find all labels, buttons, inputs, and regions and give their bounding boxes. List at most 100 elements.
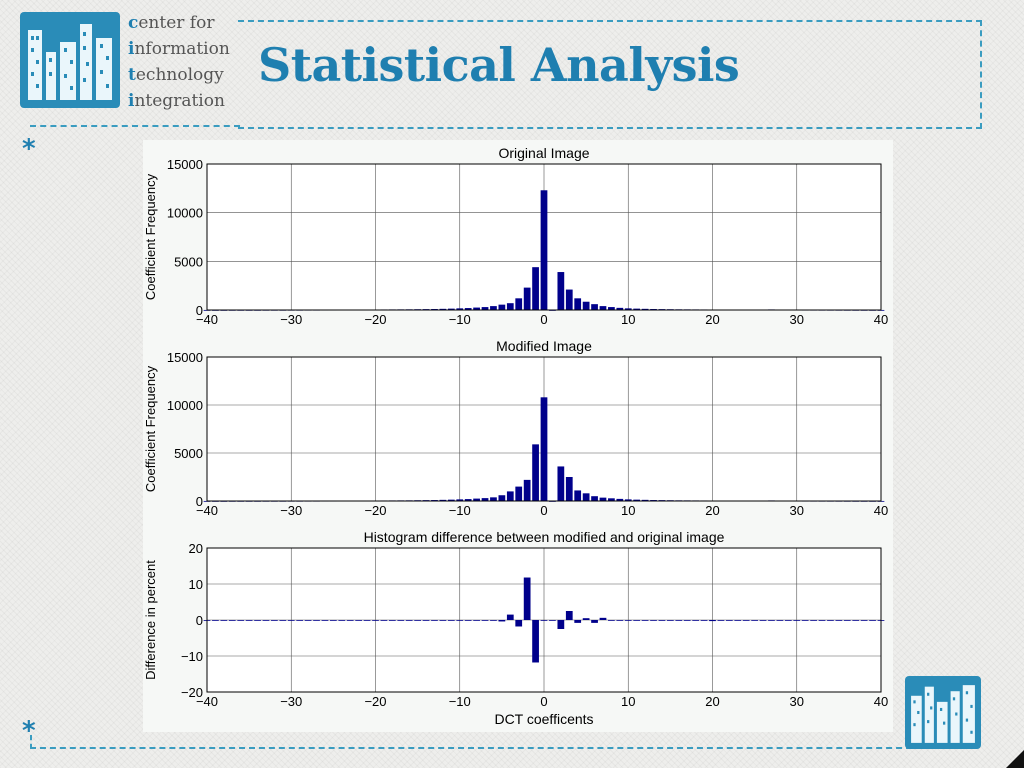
x-tick-label: 20 [705,694,719,709]
histogram-bar [464,620,472,621]
y-tick-label: 5000 [174,254,203,269]
histogram-bar [254,620,261,621]
subplot-title: Histogram difference between modified an… [364,529,725,545]
histogram-bar [523,479,531,501]
histogram-bar [481,620,489,621]
histogram-bar [784,620,792,621]
city-buildings-logo-icon [20,12,120,108]
histogram-bar [338,620,346,621]
histogram-bar [304,620,312,621]
y-tick-label: 10000 [167,206,203,221]
histogram-bar [591,620,598,623]
histogram-figure: −40 −30 −20 −10 0 10 20 30 40050001000015000Orig… [143,140,893,732]
histogram-bar [599,497,607,501]
histogram-bar [852,620,860,621]
histogram-bar [464,308,472,310]
x-tick-label: 20 [705,503,719,518]
histogram-bar [481,498,489,501]
histogram-bar [591,496,598,501]
histogram-bar [633,499,641,501]
subplot-title: Original Image [498,145,589,161]
histogram-bar [228,620,236,621]
y-tick-label: 15000 [167,157,203,172]
histogram-bar [751,620,758,621]
content-frame-bottom [30,735,912,749]
y-tick-label: 5000 [174,446,203,461]
x-tick-label: 30 [790,503,804,518]
histogram-bar [498,495,506,501]
histogram-bar [523,287,531,310]
y-tick-label: 15000 [167,350,203,365]
x-tick-label: 0 [540,694,547,709]
histogram-bar [498,304,506,310]
x-tick-label: −30 [280,312,302,327]
histogram-bar [456,308,464,310]
histogram-bar [565,289,573,310]
x-tick-label: 40 [874,694,888,709]
histogram-bar [565,611,573,620]
organization-name: center for information technology integr… [128,10,230,114]
x-tick-label: 10 [621,312,635,327]
histogram-bar [245,620,253,621]
org-line-4: integration [128,91,225,111]
histogram-bar [414,620,421,621]
x-axis-label: DCT coefficents [494,711,593,727]
histogram-bar [768,620,775,621]
histogram-bar [869,620,876,621]
histogram-bar [667,620,674,621]
y-tick-label: −20 [181,685,203,700]
histogram-bar [557,466,565,501]
histogram-bar [633,308,641,310]
histogram-bar [473,498,480,501]
histogram-bar [439,499,447,501]
histogram-bar [759,620,767,621]
y-tick-label: 0 [196,494,203,509]
histogram-bar [464,499,472,501]
y-axis-label: Coefficient Frequency [143,173,158,300]
histogram-bar [860,620,868,621]
histogram-bar [650,620,657,621]
histogram-bar [683,620,691,621]
histogram-bar [540,190,548,310]
histogram-bar [641,620,649,621]
histogram-bar [515,298,523,310]
histogram-bar [675,620,683,621]
y-tick-label: 10 [189,577,203,592]
y-tick-label: 0 [196,303,203,318]
bullet-star-icon: * [22,134,36,164]
histogram-bar [608,498,615,501]
histogram-bar [447,308,455,310]
histogram-bar [506,614,514,620]
histogram-bar [827,620,834,621]
histogram-bar [582,301,590,310]
histogram-bar [490,306,497,310]
histogram-bar [599,617,607,620]
x-tick-label: −40 [196,503,218,518]
histogram-bar [843,620,851,621]
histogram-bar [296,620,304,621]
y-axis-label: Difference in percent [143,560,158,680]
x-tick-label: −10 [449,694,471,709]
org-line-3: technology [128,65,224,85]
histogram-bar [692,620,700,621]
histogram-bar [355,620,363,621]
x-tick-label: 40 [874,312,888,327]
plot-frame [206,356,882,502]
histogram-bar [287,620,295,621]
x-tick-label: 0 [540,503,547,518]
histogram-bar [506,303,514,310]
histogram-bar [506,491,514,501]
histogram-bar [515,620,523,627]
histogram-bar [700,620,708,621]
histogram-bar [591,304,598,310]
histogram-bar [717,620,725,621]
y-tick-label: 0 [196,613,203,628]
histogram-bar [624,499,632,501]
histogram-bar [313,620,320,621]
histogram-bar [262,620,270,621]
x-tick-label: −20 [364,503,386,518]
histogram-bar [641,499,649,501]
histogram-bar [734,620,742,621]
histogram-bar [810,620,817,621]
histogram-bar [574,490,582,501]
